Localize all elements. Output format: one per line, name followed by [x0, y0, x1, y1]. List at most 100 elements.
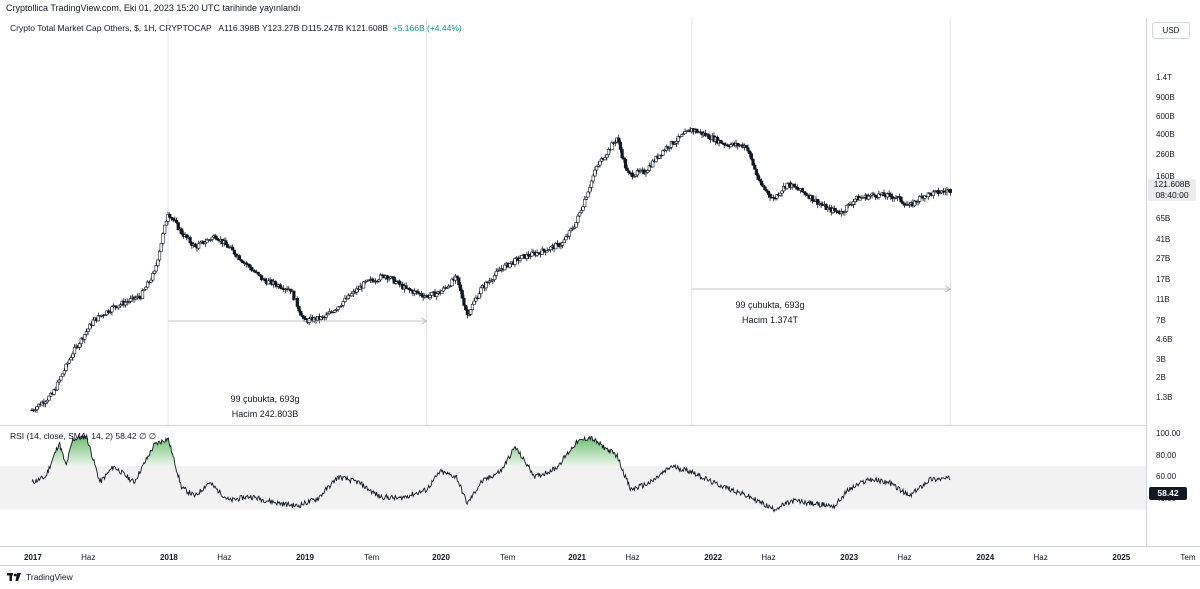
candle-body — [159, 243, 163, 252]
candle-body — [44, 401, 48, 404]
candle-body — [467, 314, 471, 316]
candle-body — [913, 200, 917, 207]
candle-body — [782, 186, 786, 192]
candle-body — [469, 309, 473, 315]
candle-body — [768, 194, 772, 198]
candle-body — [535, 252, 539, 256]
candle-body — [853, 198, 857, 202]
candle-body — [882, 192, 886, 197]
candle-body — [681, 133, 685, 136]
candle-body — [49, 392, 53, 397]
candle-body — [606, 148, 611, 156]
currency-button[interactable]: USD — [1152, 22, 1190, 39]
candle-body — [680, 134, 684, 137]
candle-body — [71, 353, 75, 358]
candle-body — [583, 199, 587, 208]
candle-body — [231, 246, 235, 251]
candle-body — [668, 147, 672, 149]
candle-body — [171, 217, 175, 221]
candle-body — [572, 226, 577, 229]
candle-body — [134, 297, 138, 300]
candle-body — [144, 286, 148, 290]
time-tick: 2024 — [976, 553, 995, 562]
candle-body — [149, 279, 153, 283]
candle-body — [707, 134, 711, 139]
candle-body — [299, 310, 303, 316]
candle-body — [654, 155, 658, 163]
price-tick: 900B — [1156, 93, 1175, 103]
candle-body — [530, 251, 534, 257]
candle-body — [79, 337, 83, 344]
candle-body — [248, 264, 252, 268]
candle-body — [756, 174, 760, 180]
candle-body — [253, 270, 257, 273]
tradingview-logo[interactable]: TradingView — [7, 572, 73, 582]
candle-body — [304, 318, 308, 320]
rsi-series — [31, 433, 951, 513]
candle-body — [674, 141, 679, 144]
candle-body — [746, 147, 750, 152]
candle-body — [450, 278, 454, 287]
candle-body — [477, 293, 481, 299]
candle-body — [464, 305, 468, 311]
candle-body — [586, 191, 590, 198]
candle-body — [188, 237, 192, 243]
candle-body — [156, 259, 160, 266]
candle-body — [646, 170, 650, 173]
candle-body — [618, 141, 623, 150]
symbol-name[interactable]: Crypto Total Market Cap Others, $, 1H, C… — [10, 23, 212, 33]
candle-body — [180, 228, 184, 235]
candle-body — [885, 193, 890, 198]
candle-body — [907, 203, 912, 206]
candle-body — [632, 176, 636, 178]
candle-body — [339, 305, 344, 307]
candle-body — [816, 198, 820, 205]
candle-body — [671, 140, 675, 145]
candle-body — [47, 395, 51, 401]
candle-body — [154, 265, 158, 272]
candle-body — [595, 166, 599, 171]
candle-body — [66, 362, 70, 365]
candle-body — [744, 145, 748, 149]
candle-body — [810, 195, 815, 202]
candle-body — [176, 222, 180, 231]
symbol-legend: Crypto Total Market Cap Others, $, 1H, C… — [10, 23, 462, 33]
price-tick: 1.3B — [1156, 392, 1173, 402]
candle-body — [472, 300, 476, 305]
candle-body — [596, 164, 600, 167]
price-tick: 400B — [1156, 130, 1175, 140]
candle-body — [33, 409, 38, 411]
candle-body — [307, 318, 311, 323]
candle-body — [127, 301, 131, 303]
rsi-legend[interactable]: RSI (14, close, SMA, 14, 2) 58.42 ∅ ∅ — [10, 431, 157, 441]
candle-body — [683, 131, 687, 135]
measurement-tools — [168, 285, 952, 325]
price-tick: 260B — [1156, 150, 1175, 160]
candle-body — [394, 281, 398, 284]
candle-body — [214, 235, 218, 239]
candle-body — [761, 184, 765, 188]
candle-body — [489, 280, 493, 282]
candle-body — [926, 192, 930, 197]
time-tick: Tem — [500, 553, 516, 562]
candle-body — [198, 241, 202, 245]
time-tick: Haz — [217, 553, 232, 562]
candle-body — [57, 379, 61, 383]
candle-body — [140, 290, 145, 299]
time-tick: 2023 — [840, 553, 859, 562]
candle-body — [62, 370, 66, 375]
time-tick: Tem — [364, 553, 380, 562]
candle-body — [61, 373, 65, 377]
price-tick: 27B — [1156, 253, 1171, 263]
candle-body — [591, 175, 595, 182]
time-tick: Haz — [81, 553, 96, 562]
candle-body — [428, 295, 432, 298]
candle-body — [748, 150, 752, 154]
published-caption: Cryptollica TradingView.com, Eki 01, 202… — [6, 3, 301, 13]
candle-body — [542, 248, 546, 252]
candle-body — [916, 200, 920, 203]
candle-body — [792, 183, 796, 187]
candle-body — [574, 222, 578, 228]
candle-body — [775, 194, 779, 199]
